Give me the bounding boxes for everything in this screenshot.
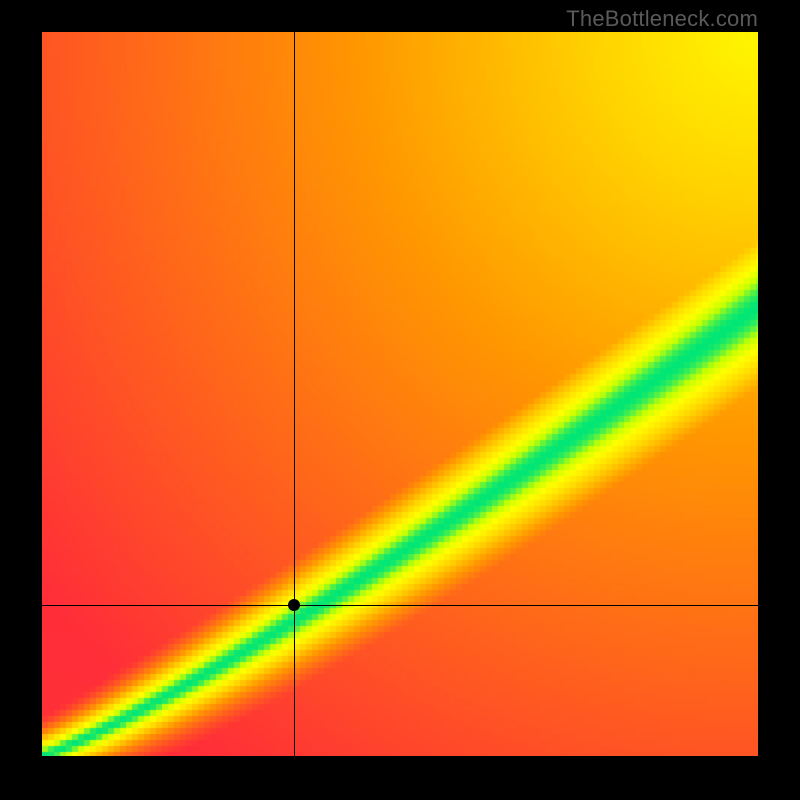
crosshair-marker <box>288 599 300 611</box>
heatmap-canvas <box>42 32 758 756</box>
watermark-text: TheBottleneck.com <box>566 6 758 32</box>
crosshair-horizontal <box>42 605 758 606</box>
crosshair-vertical <box>294 32 295 756</box>
heatmap-plot <box>42 32 758 756</box>
